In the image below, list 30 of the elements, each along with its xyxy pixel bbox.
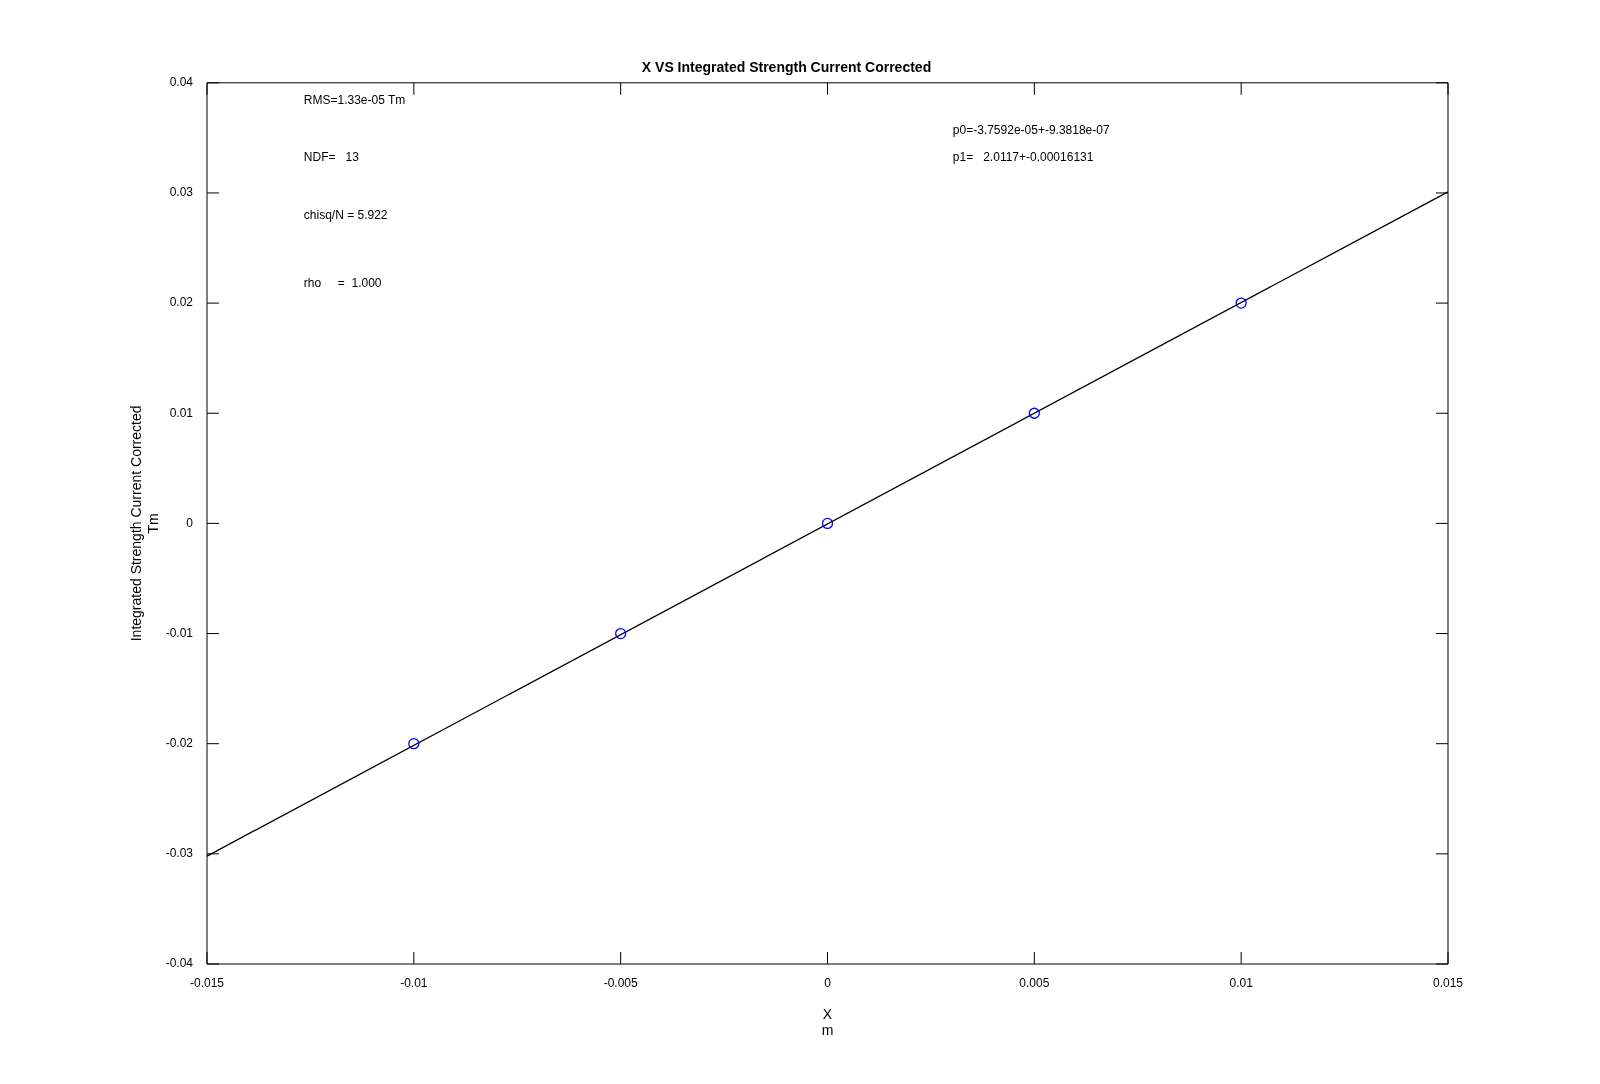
chart-title: X VS Integrated Strength Current Corrected — [641, 59, 932, 76]
x-axis-title: X m — [821, 1005, 834, 1039]
annotation: p0=-3.7592e-05+-9.3818e-07 — [952, 122, 1110, 137]
annotation: NDF= 13 — [303, 150, 360, 165]
x-tick-label: 0.005 — [1019, 975, 1050, 990]
y-tick-label: 0.03 — [169, 185, 194, 200]
point — [1235, 297, 1247, 309]
y-tick-label: -0.04 — [165, 956, 194, 971]
point — [1028, 407, 1040, 419]
y-tick-label: -0.03 — [165, 846, 194, 861]
annotation: rho = 1.000 — [303, 276, 382, 291]
y-tick-label: 0.01 — [169, 405, 194, 420]
point — [615, 627, 627, 640]
y-tick-label: 0.04 — [169, 75, 194, 90]
x-tick-label: -0.005 — [603, 975, 638, 990]
x-tick-label: -0.015 — [189, 975, 225, 990]
x-tick-label: 0.01 — [1229, 975, 1254, 990]
x-tick-label: 0.015 — [1432, 975, 1464, 990]
y-tick-label: 0.02 — [169, 295, 194, 310]
y-tick-label: -0.02 — [165, 736, 194, 751]
annotation: chisq/N = 5.922 — [303, 208, 388, 223]
y-axis-title: Integrated Strength Current Corrected Tm — [128, 405, 162, 642]
point — [821, 517, 834, 530]
x-tick-label: -0.01 — [400, 975, 428, 990]
annotation: p1= 2.0117+-0.00016131 — [952, 150, 1094, 165]
y-tick-label: 0 — [186, 515, 194, 530]
y-tick-label: -0.01 — [165, 625, 194, 640]
point — [408, 738, 420, 750]
annotation: RMS=1.33e-05 Tm — [303, 92, 406, 107]
x-tick-label: 0 — [824, 975, 832, 990]
